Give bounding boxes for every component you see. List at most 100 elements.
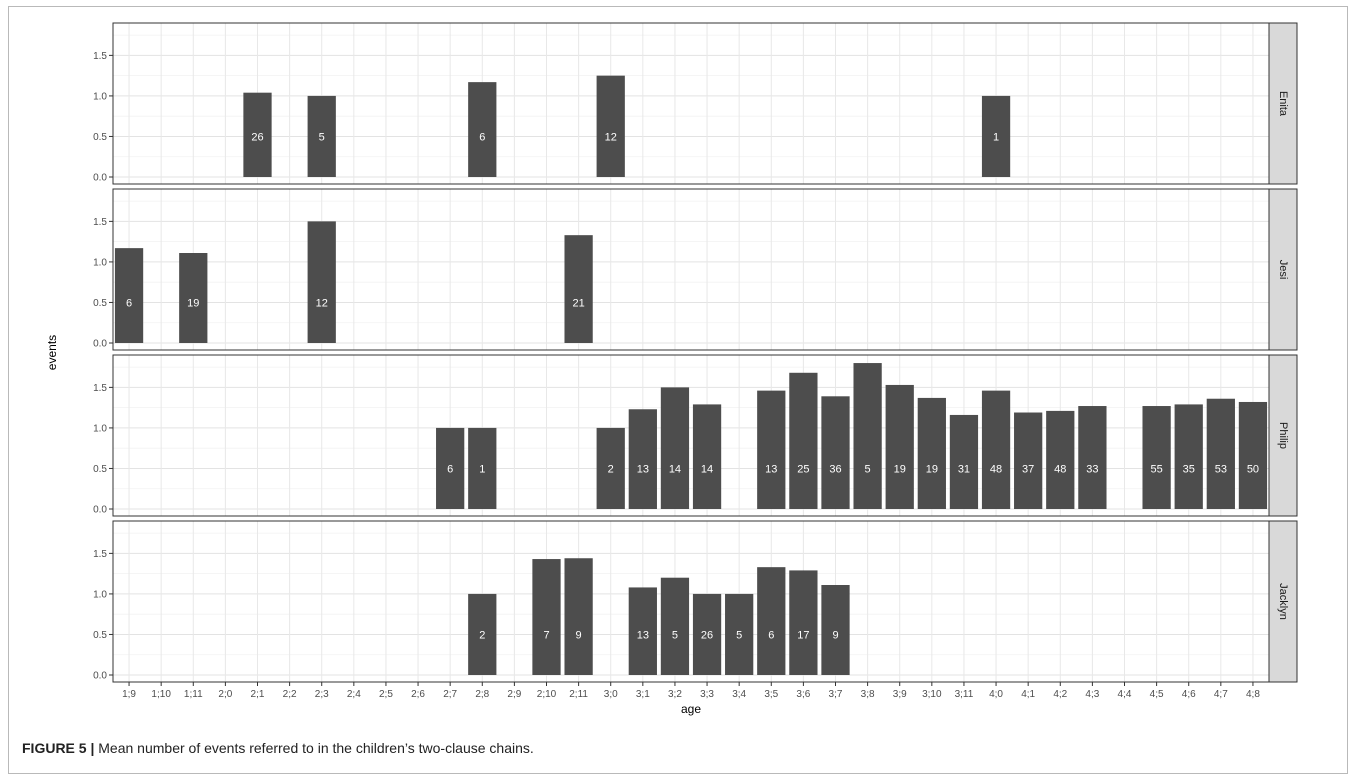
bar-count-label: 31 [958,463,970,475]
x-tick-label: 4;2 [1053,689,1067,700]
bar-count-label: 1 [993,131,999,143]
bar-count-label: 19 [894,463,906,475]
x-tick-label: 4;6 [1182,689,1196,700]
facet-strip-label: Jacklyn [1277,583,1289,620]
bar-count-label: 2 [608,463,614,475]
bar [981,390,1011,509]
x-tick-label: 2;10 [537,689,557,700]
bar-count-label: 50 [1247,463,1259,475]
bar-count-label: 26 [701,629,713,641]
bar [1174,404,1203,509]
bar-count-label: 9 [832,629,838,641]
x-tick-label: 2;1 [251,689,265,700]
bar-count-label: 2 [479,629,485,641]
x-tick-label: 4;7 [1214,689,1228,700]
bar [564,235,593,343]
bar-count-label: 5 [672,629,678,641]
x-tick-label: 2;9 [507,689,521,700]
bar-count-label: 5 [319,131,325,143]
bar [853,363,882,509]
bar-count-label: 25 [797,463,809,475]
bar-count-label: 1 [479,463,485,475]
x-tick-label: 2;0 [218,689,232,700]
bar-count-label: 17 [797,629,809,641]
x-tick-label: 3;8 [861,689,875,700]
y-tick-label: 0.0 [93,173,107,184]
x-tick-label: 3;7 [829,689,843,700]
bar [692,593,722,675]
x-tick-label: 2;2 [283,689,297,700]
bar-count-label: 19 [187,297,199,309]
bar [757,567,786,675]
bar [660,577,690,675]
y-tick-label: 1.5 [93,549,107,560]
y-tick-label: 0.5 [93,132,107,143]
bar-count-label: 48 [990,463,1002,475]
bar [307,221,336,343]
bar-count-label: 21 [572,297,584,309]
bar-count-label: 36 [829,463,841,475]
bar-count-label: 7 [543,629,549,641]
bar-count-label: 53 [1215,463,1227,475]
bar-count-label: 37 [1022,463,1034,475]
y-tick-label: 0.5 [93,298,107,309]
x-tick-label: 3;1 [636,689,650,700]
bar-count-label: 6 [479,131,485,143]
bar [1014,412,1043,509]
bar-count-label: 6 [126,297,132,309]
x-tick-label: 3;10 [922,689,942,700]
x-tick-label: 2;3 [315,689,329,700]
x-tick-label: 2;11 [569,689,588,700]
x-tick-label: 3;11 [955,689,974,700]
bar-count-label: 19 [926,463,938,475]
bar [468,593,497,675]
caption-text: Mean number of events referred to in the… [94,740,534,756]
bar [660,387,690,509]
panel-background [113,189,1269,350]
bar [596,75,625,177]
bar [725,593,754,675]
y-tick-label: 1.0 [93,257,107,268]
bar-count-label: 14 [701,463,713,475]
x-tick-label: 2;8 [475,689,489,700]
x-tick-label: 2;6 [411,689,425,700]
bar-count-label: 35 [1183,463,1195,475]
bar [243,92,272,177]
caption-label: FIGURE 5 | [22,740,95,756]
x-tick-label: 3;2 [668,689,682,700]
bar [917,397,946,509]
facet-strip [1268,22,1298,185]
bar [564,558,593,675]
y-tick-label: 0.5 [93,630,107,641]
bar-count-label: 14 [669,463,681,475]
facet-strip-label: Jesi [1277,260,1289,280]
x-tick-label: 4;5 [1150,689,1164,700]
x-tick-label: 4;0 [989,689,1003,700]
x-tick-label: 1;9 [122,689,136,700]
bar-count-label: 5 [865,463,871,475]
figure-frame [8,6,1348,774]
figure-caption: FIGURE 5 | Mean number of events referre… [22,740,534,756]
bar [981,95,1011,177]
bar [436,427,465,509]
bar [596,427,625,509]
y-tick-label: 0.0 [93,671,107,682]
bar [1142,406,1171,509]
bar [821,585,850,675]
bar-count-label: 9 [576,629,582,641]
panel-background [113,23,1269,184]
bar [789,372,818,509]
y-tick-label: 1.5 [93,51,107,62]
x-tick-label: 2;5 [379,689,393,700]
panel-background [113,521,1269,682]
bar [692,404,722,509]
y-tick-label: 1.0 [93,589,107,600]
bar [468,427,497,509]
bar [532,559,561,675]
bar-count-label: 6 [447,463,453,475]
bar-count-label: 55 [1150,463,1162,475]
bar-count-label: 6 [768,629,774,641]
x-tick-label: 2;7 [443,689,457,700]
x-tick-label: 1;11 [184,689,203,700]
